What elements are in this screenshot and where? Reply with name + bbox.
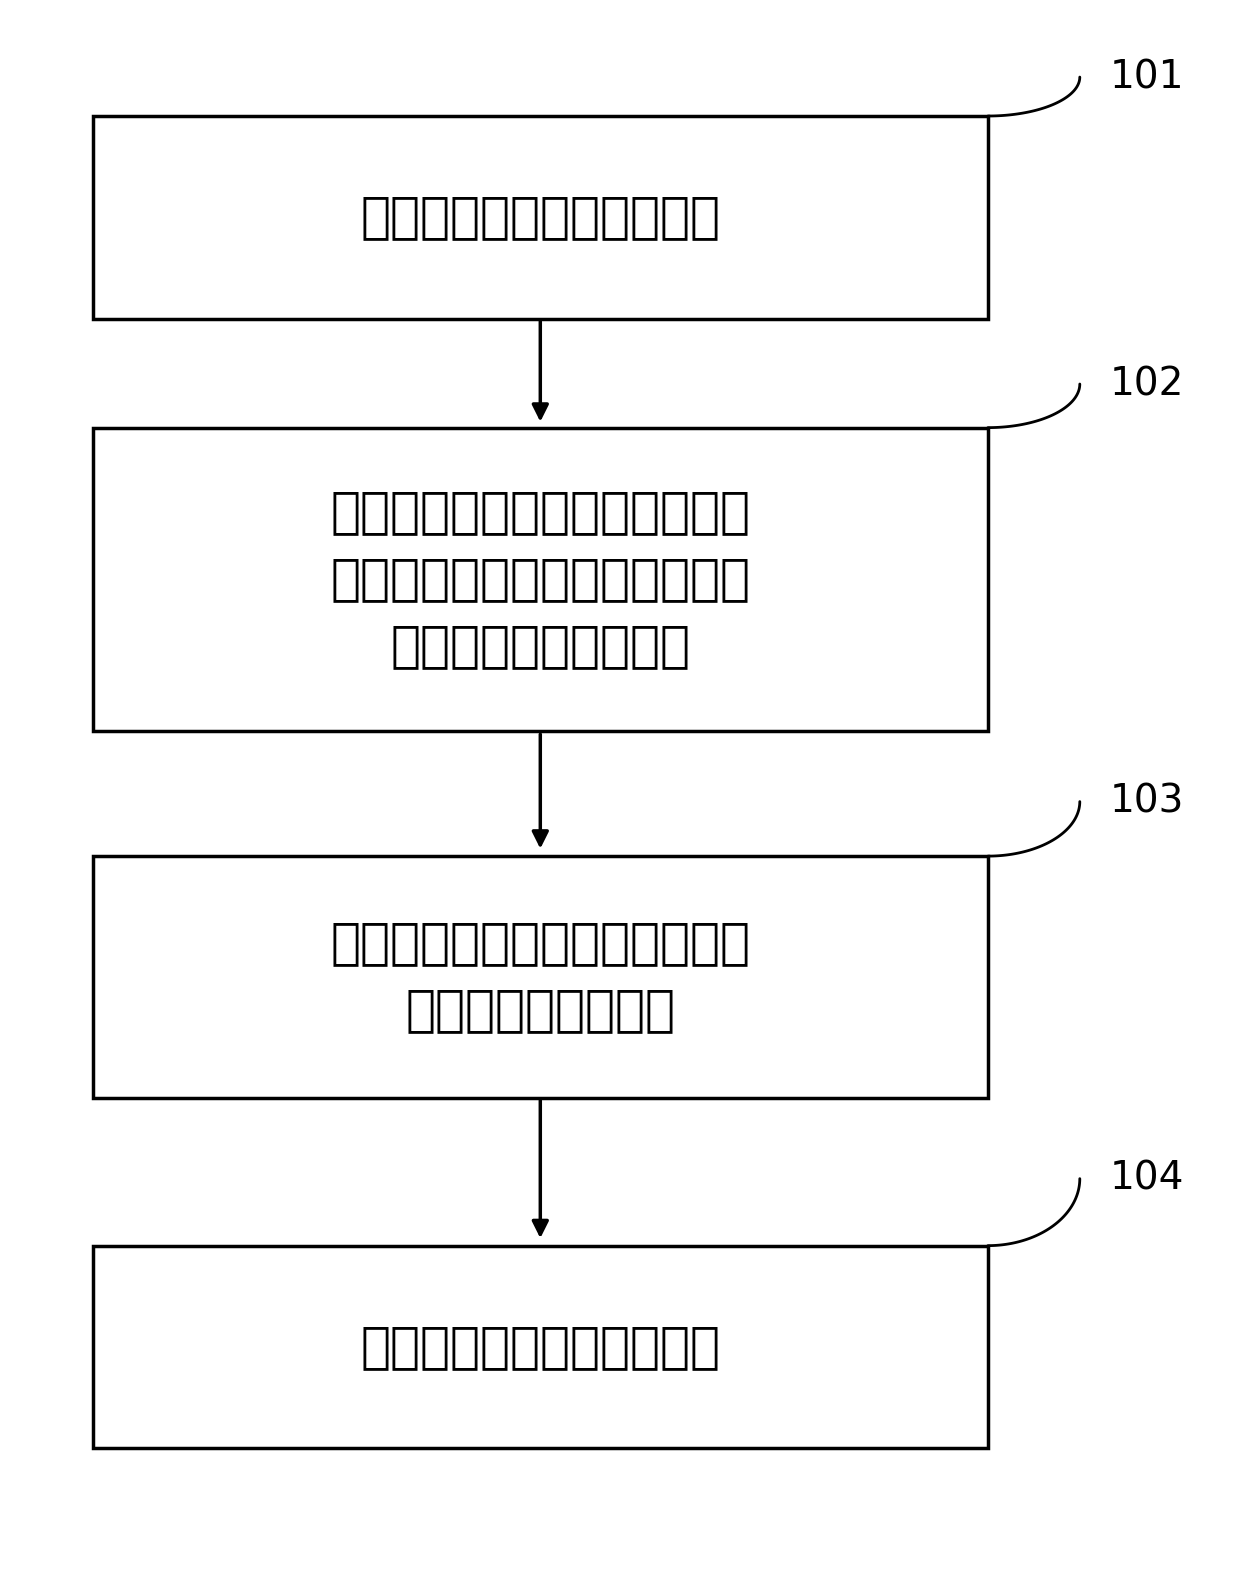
Text: 输出第二超频工作状态数据: 输出第二超频工作状态数据 (361, 1324, 720, 1371)
Bar (93, 116, 988, 319)
Text: 103: 103 (1110, 783, 1184, 821)
Text: 第一超频工作状态数据与历史超
频工作状态数据进行累计，得到
第二超频工作状态数据: 第一超频工作状态数据与历史超 频工作状态数据进行累计，得到 第二超频工作状态数据 (330, 489, 750, 671)
Bar (93, 1245, 988, 1448)
Text: 获取第一超频工作状态数据: 获取第一超频工作状态数据 (361, 193, 720, 241)
Text: 101: 101 (1110, 58, 1184, 96)
Text: 102: 102 (1110, 365, 1184, 402)
Bar (93, 428, 988, 731)
Text: 104: 104 (1110, 1160, 1184, 1198)
Bar (93, 857, 988, 1097)
Text: 用第二超频工作状态数据更新历
史超频工作状态数据: 用第二超频工作状态数据更新历 史超频工作状态数据 (330, 920, 750, 1034)
